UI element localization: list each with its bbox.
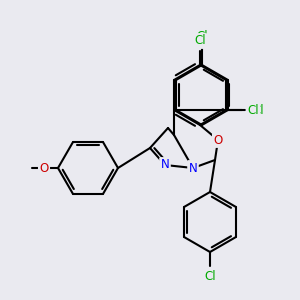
- Text: Cl: Cl: [196, 31, 208, 44]
- Text: O: O: [39, 161, 49, 175]
- Text: N: N: [160, 158, 169, 172]
- Text: O: O: [213, 134, 223, 146]
- Text: Cl: Cl: [247, 103, 259, 116]
- Text: N: N: [189, 161, 197, 175]
- Text: Cl: Cl: [204, 271, 216, 284]
- Text: Cl: Cl: [252, 103, 264, 116]
- Text: Cl: Cl: [194, 34, 206, 47]
